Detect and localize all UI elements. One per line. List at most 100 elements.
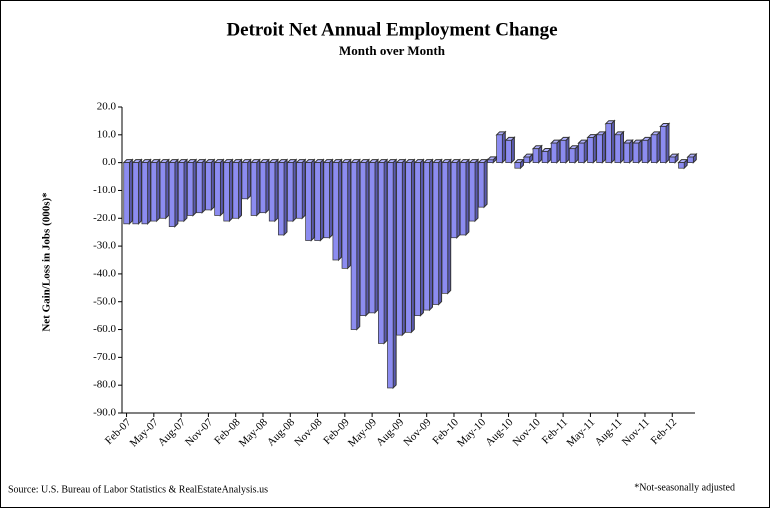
bar	[523, 156, 530, 163]
bar-side	[210, 158, 215, 212]
bar-side	[438, 158, 443, 306]
bar-side	[474, 158, 479, 223]
bar-side	[301, 158, 306, 220]
bar	[250, 162, 258, 216]
bar-side	[456, 158, 461, 239]
bar	[532, 148, 540, 163]
y-tick-label: -10.0	[93, 184, 116, 196]
bar-side	[565, 136, 570, 164]
bar	[132, 162, 139, 225]
bar-side	[156, 158, 161, 223]
bar	[168, 162, 176, 227]
bar	[514, 162, 521, 169]
bar	[659, 126, 667, 163]
bar	[505, 140, 512, 163]
bar	[323, 162, 330, 239]
bar-side	[638, 138, 643, 164]
bar	[450, 162, 458, 239]
bar-side	[620, 130, 625, 164]
y-tick-label: -40.0	[93, 267, 116, 279]
bar	[432, 162, 439, 305]
bar-side	[556, 138, 561, 164]
bar-side	[429, 158, 434, 312]
bar-side	[274, 158, 279, 223]
bar-side	[510, 136, 515, 164]
bar-side	[356, 158, 361, 331]
bar-side	[410, 158, 415, 334]
chart-title: Detroit Net Annual Employment Change	[226, 19, 557, 40]
bar	[650, 134, 658, 163]
bar-side	[647, 136, 652, 164]
source: Source: U.S. Bureau of Labor Statistics …	[8, 484, 268, 495]
bar	[387, 162, 394, 389]
bar-side	[183, 158, 188, 223]
bar-side	[383, 158, 388, 345]
bar-side	[137, 158, 142, 226]
bar	[187, 162, 194, 216]
bar	[441, 162, 449, 294]
bar	[405, 162, 412, 333]
bar	[541, 151, 549, 163]
bar	[232, 162, 239, 219]
bar	[423, 162, 430, 311]
bar	[468, 162, 476, 222]
bar	[587, 137, 594, 163]
bar	[159, 162, 167, 219]
bar-side	[583, 138, 588, 164]
y-tick-label: 20.0	[97, 101, 117, 113]
bar-side	[292, 158, 297, 223]
bar	[296, 162, 303, 219]
bar	[605, 123, 612, 163]
bar-side	[128, 158, 133, 226]
bar	[414, 162, 421, 316]
bar	[614, 134, 621, 163]
bar	[478, 162, 485, 208]
bar	[578, 142, 585, 163]
y-tick-label: -90.0	[93, 407, 116, 419]
bar	[123, 162, 130, 225]
bar	[596, 134, 603, 163]
bar	[632, 142, 640, 163]
bar-side	[219, 158, 224, 217]
bar-side	[147, 158, 152, 226]
bar	[196, 162, 203, 214]
bar	[623, 142, 630, 163]
bar	[569, 148, 576, 163]
chart-subtitle: Month over Month	[339, 43, 446, 58]
y-tick-label: -20.0	[93, 212, 116, 224]
bar	[241, 162, 248, 200]
bar-side	[419, 158, 424, 317]
bar-side	[328, 158, 333, 239]
bar-side	[238, 158, 243, 220]
bar-side	[665, 122, 670, 164]
bar-side	[501, 130, 506, 164]
bar	[396, 162, 403, 336]
bar	[223, 162, 230, 222]
bar	[487, 159, 494, 163]
y-tick-label: -60.0	[93, 323, 116, 335]
bar	[287, 162, 294, 222]
bar-side	[347, 158, 352, 270]
bar-side	[310, 158, 315, 242]
bar	[669, 156, 676, 163]
bar	[359, 162, 367, 316]
bar-side	[483, 158, 488, 209]
y-tick-label: -50.0	[93, 295, 116, 307]
y-tick-label: 10.0	[97, 128, 117, 140]
bar	[341, 162, 349, 269]
bar	[259, 162, 267, 214]
bar	[214, 162, 221, 216]
bar-side	[247, 158, 252, 201]
bar-side	[365, 158, 370, 317]
bar	[177, 162, 185, 222]
y-tick-label: -80.0	[93, 379, 116, 391]
y-tick-label: 0.0	[102, 156, 116, 168]
bar-side	[174, 158, 179, 228]
bar	[459, 162, 467, 236]
bar	[559, 140, 567, 163]
y-axis-title: Net Gain/Loss in Jobs (000s)*	[41, 192, 53, 332]
bar	[205, 162, 212, 211]
bar-side	[165, 158, 170, 220]
bar	[378, 162, 385, 344]
